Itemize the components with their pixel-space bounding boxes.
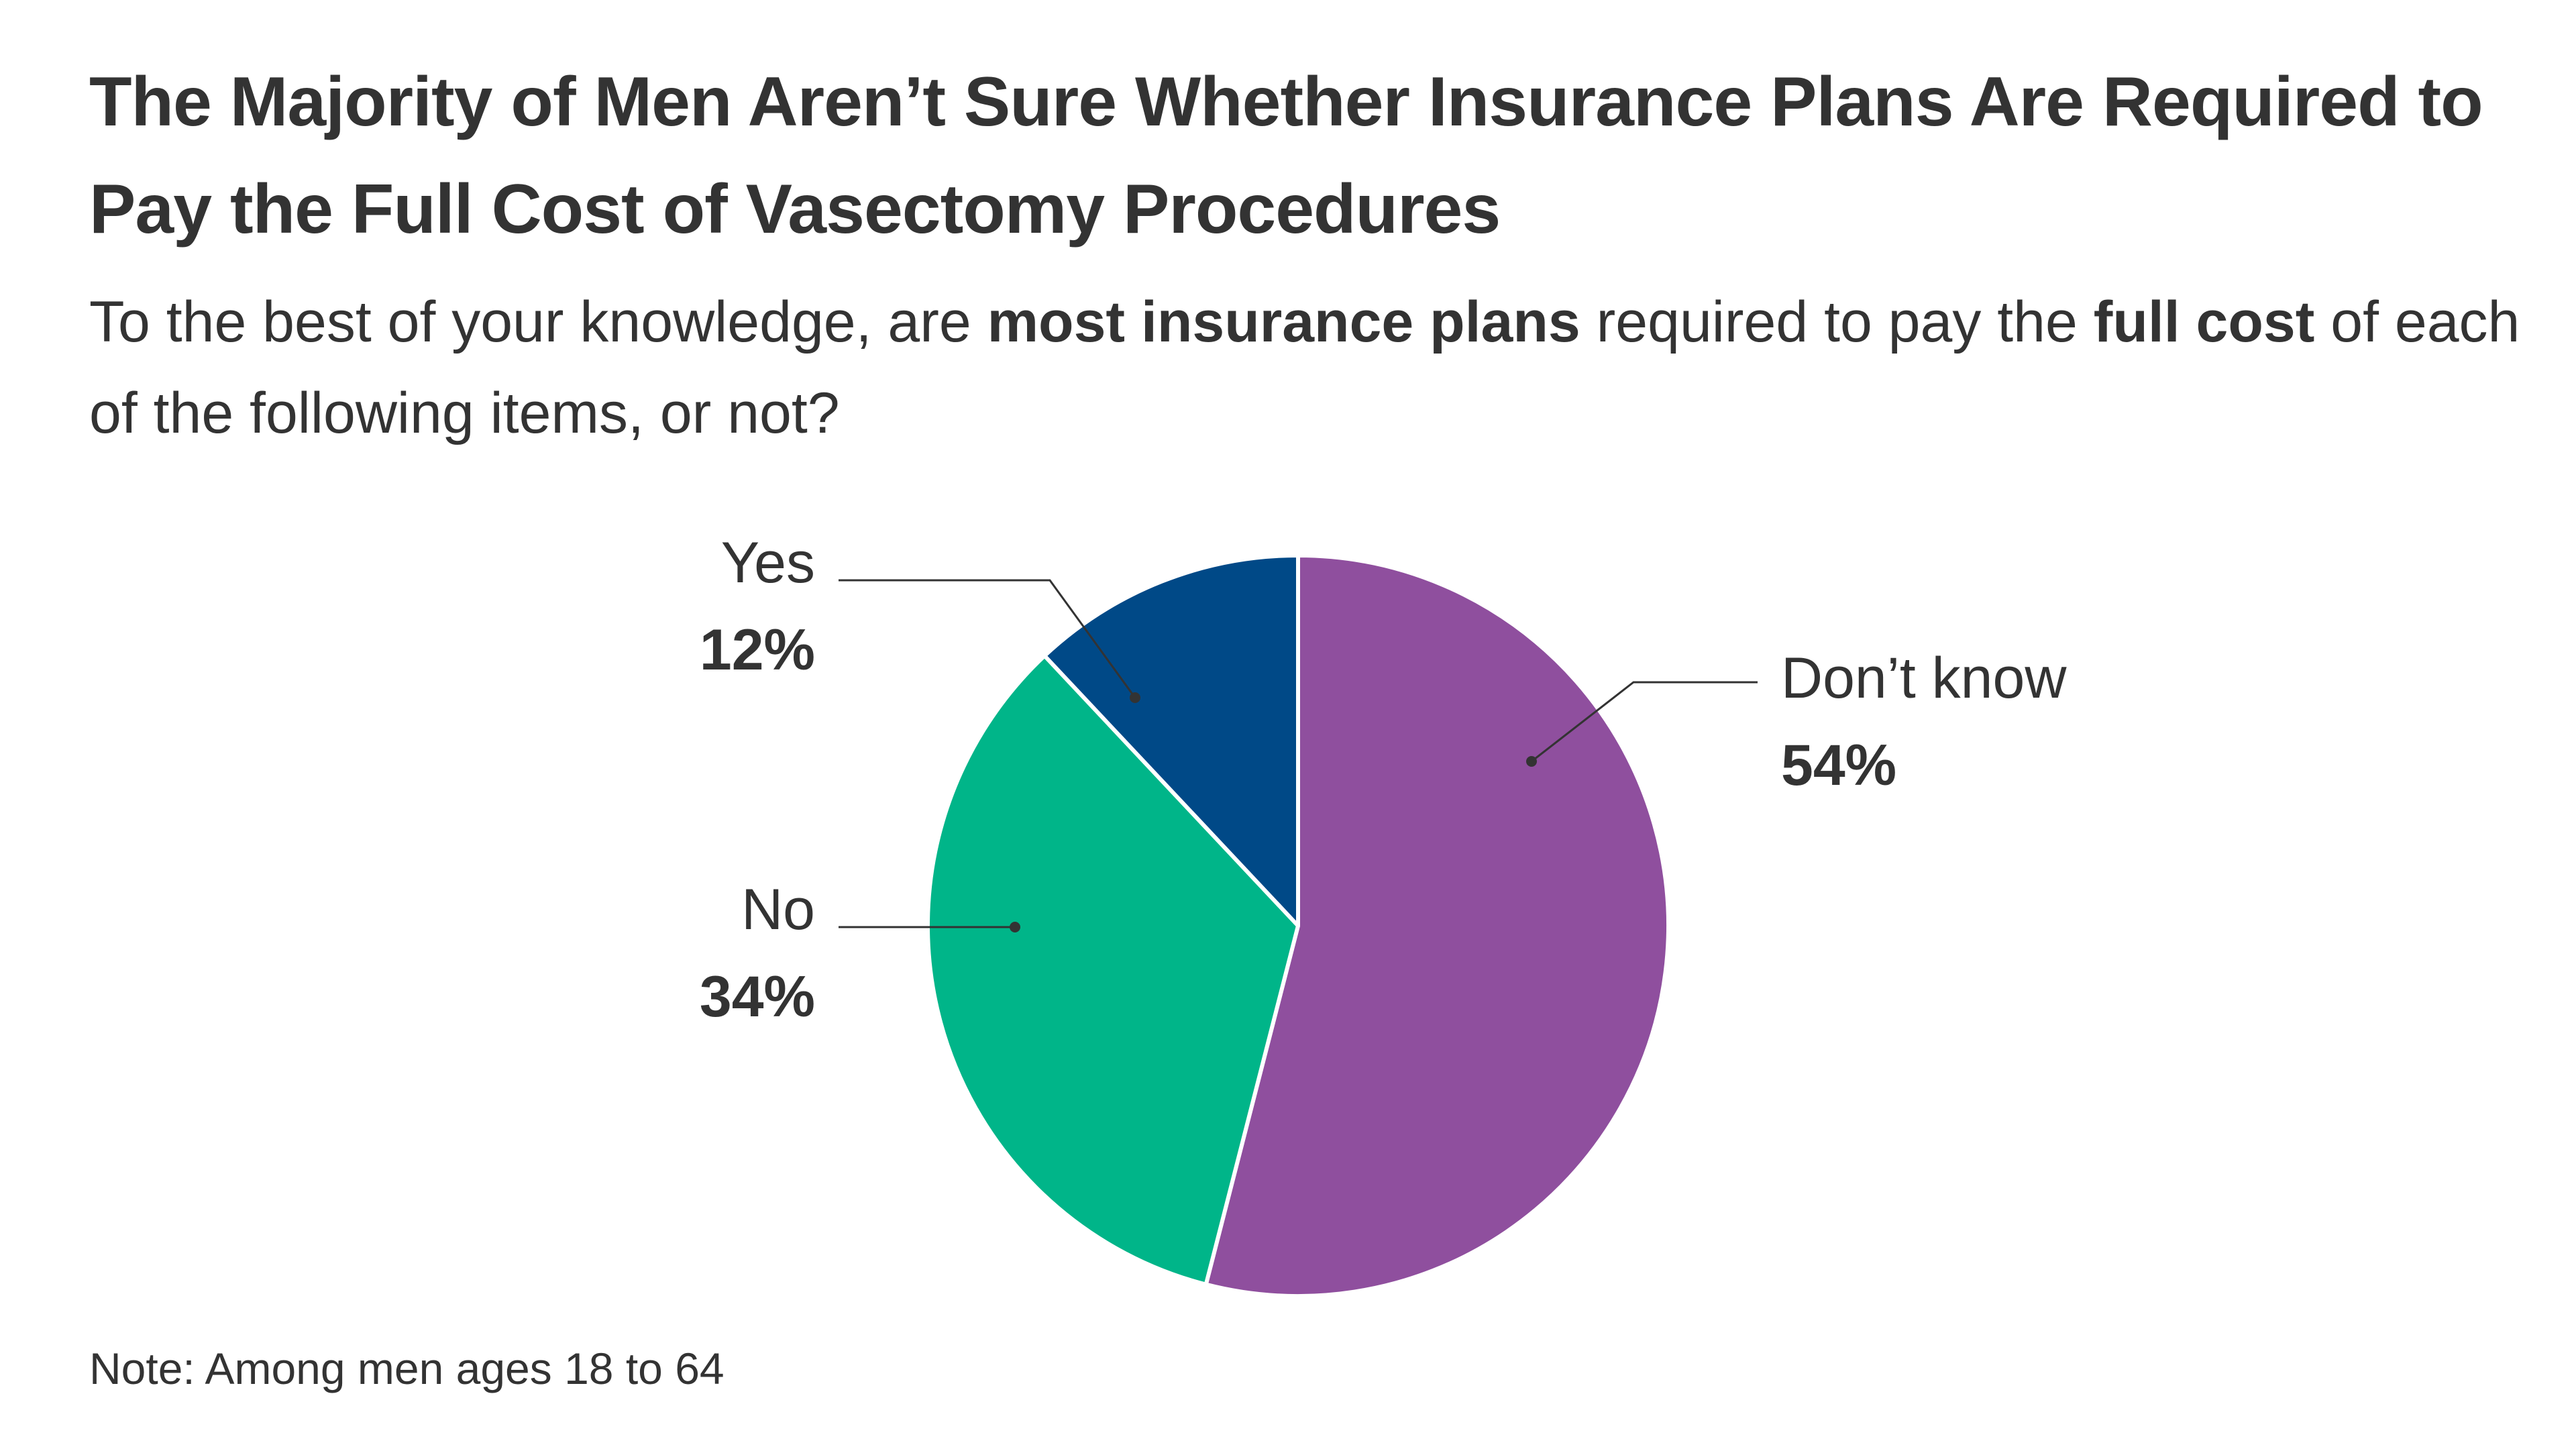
leader-dot-no bbox=[1010, 922, 1020, 932]
leader-dot-yes bbox=[1130, 692, 1140, 703]
subtitle-text-1: To the best of your knowledge, are bbox=[89, 290, 987, 354]
leader-line-don-t-know bbox=[1531, 681, 1758, 763]
subtitle-text-2: required to pay the bbox=[1580, 290, 2094, 354]
slice-label-don-t-know: Don’t know bbox=[1781, 646, 2067, 710]
slice-label-yes: Yes bbox=[721, 531, 815, 595]
pie-slice-no bbox=[926, 653, 1300, 1287]
chart-note: Note: Among men ages 18 to 64 bbox=[89, 1344, 724, 1393]
slice-value-yes: 12% bbox=[700, 618, 815, 682]
subtitle-bold-2: full cost bbox=[2093, 290, 2315, 354]
pie-slice-yes bbox=[1042, 553, 1300, 928]
chart-title: The Majority of Men Aren’t Sure Whether … bbox=[89, 63, 2483, 248]
pie-slice-don-t-know bbox=[1203, 553, 1670, 1298]
chart-subtitle: To the best of your knowledge, are most … bbox=[89, 276, 2531, 459]
slice-value-no: 34% bbox=[700, 965, 815, 1029]
leader-line-yes bbox=[839, 579, 1136, 698]
slice-label-no: No bbox=[741, 877, 815, 942]
leader-dot-don-t-know bbox=[1526, 756, 1537, 767]
slice-value-don-t-know: 54% bbox=[1781, 733, 1896, 798]
subtitle-bold-1: most insurance plans bbox=[987, 290, 1580, 354]
subtitle-text-3: of each of the following items, or not? bbox=[89, 290, 2520, 445]
